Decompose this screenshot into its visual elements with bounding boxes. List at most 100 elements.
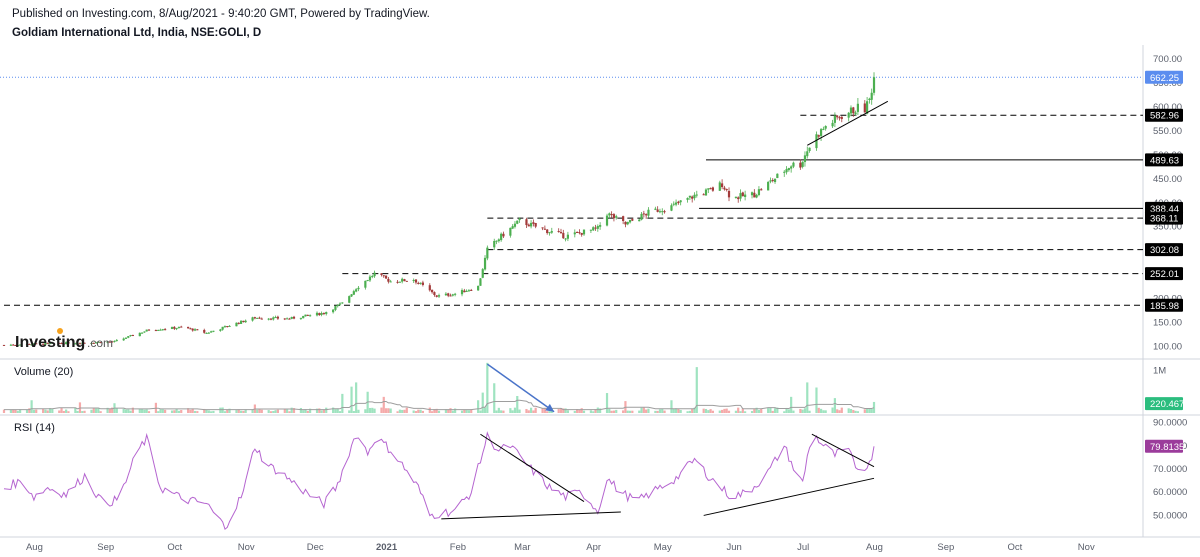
rsi-tick-label: 70.0000 (1153, 464, 1187, 475)
volume-bar (663, 410, 666, 413)
candle-body (288, 318, 291, 320)
volume-bar (193, 410, 197, 413)
volume-bar (734, 410, 738, 413)
volume-bar (60, 407, 63, 413)
volume-bar (868, 408, 871, 413)
volume-bar (428, 407, 431, 413)
price-trendline (807, 100, 889, 146)
volume-bar (81, 411, 84, 413)
candle-body (744, 194, 747, 198)
level-tag-bg (1145, 298, 1183, 312)
candle-body (493, 240, 496, 248)
level-tag-text: 302.08 (1150, 245, 1179, 256)
volume-bar (790, 396, 793, 413)
volume-bar (693, 407, 696, 413)
candle-body (819, 129, 823, 136)
price-tick-label: 450.00 (1153, 174, 1182, 185)
candle-body (534, 222, 537, 227)
volume-bar (228, 408, 231, 413)
candle-body (750, 192, 754, 196)
level-tag-bg (1145, 211, 1183, 225)
candle-body (90, 342, 93, 344)
candle-body (656, 209, 659, 212)
volume-bar (387, 408, 390, 413)
candle-body (840, 116, 843, 119)
candle-body (304, 314, 307, 317)
candle-body (364, 280, 367, 288)
volume-bar (541, 408, 544, 413)
rsi-last-tag: 79.8135 (1145, 439, 1184, 453)
level-tag-text: 388.44 (1150, 204, 1179, 215)
volume-bar (658, 409, 662, 413)
candle-body (193, 329, 197, 331)
rsi-trendline (811, 433, 875, 468)
candle-body (718, 182, 721, 191)
time-tick-label: Jun (726, 542, 741, 553)
candle-body (127, 336, 130, 338)
candle-body (83, 342, 86, 344)
volume-bar (511, 410, 514, 413)
candle-body (30, 344, 33, 346)
volume-bar (28, 408, 31, 413)
volume-bar (525, 408, 528, 413)
candle-body (688, 195, 691, 198)
candle-body (46, 342, 49, 344)
candle-body (739, 193, 742, 199)
candle-body (787, 168, 790, 171)
volume-bar (801, 409, 804, 413)
volume-bar (576, 409, 579, 413)
candle-body (783, 171, 786, 173)
candle-body (154, 330, 158, 332)
candle-body (368, 276, 372, 281)
candle-body (481, 269, 484, 278)
candle-body (81, 342, 84, 344)
candle-body (663, 211, 666, 213)
volume-bar (325, 407, 328, 413)
volume-bar (19, 409, 22, 413)
volume-bar (210, 411, 213, 413)
volume-bar (451, 410, 454, 413)
volume-bar (578, 409, 581, 413)
volume-bar (302, 410, 305, 413)
candle-body (48, 343, 52, 345)
volume-bar (315, 408, 319, 413)
volume-bar (352, 411, 355, 413)
time-tick-label: May (654, 542, 672, 553)
volume-bar (757, 409, 761, 413)
candle-body (106, 341, 109, 343)
volume-bar (127, 409, 130, 413)
candle-body (25, 343, 29, 345)
volume-bar (824, 410, 827, 413)
volume-bar (573, 410, 576, 413)
volume-bar (131, 407, 134, 413)
candle-body (357, 287, 360, 290)
candle-body (309, 315, 312, 317)
candle-body (124, 337, 128, 339)
price-tick-label: 700.00 (1153, 54, 1182, 65)
candle-body (244, 320, 247, 323)
volume-bar (74, 407, 77, 413)
candle-body (559, 231, 563, 233)
volume-bar (431, 411, 434, 413)
candle-body (131, 335, 134, 337)
volume-bar (373, 408, 376, 413)
candle-body (147, 329, 151, 331)
candle-body (389, 281, 392, 283)
candle-body (658, 211, 662, 213)
candle-body (477, 285, 480, 291)
volume-bar (368, 407, 372, 413)
volume-bar (631, 410, 634, 413)
volume-bar (702, 408, 705, 413)
volume-bar (656, 410, 659, 413)
volume-bar (437, 410, 441, 413)
candle-body (801, 161, 804, 167)
volume-bar (513, 407, 517, 413)
volume-bar (90, 409, 93, 413)
candle-body (256, 317, 259, 319)
volume-bar (741, 408, 744, 413)
candle-body (447, 293, 450, 296)
candle-body (645, 214, 648, 216)
volume-bar (872, 401, 876, 413)
time-tick-label: Aug (866, 542, 883, 553)
